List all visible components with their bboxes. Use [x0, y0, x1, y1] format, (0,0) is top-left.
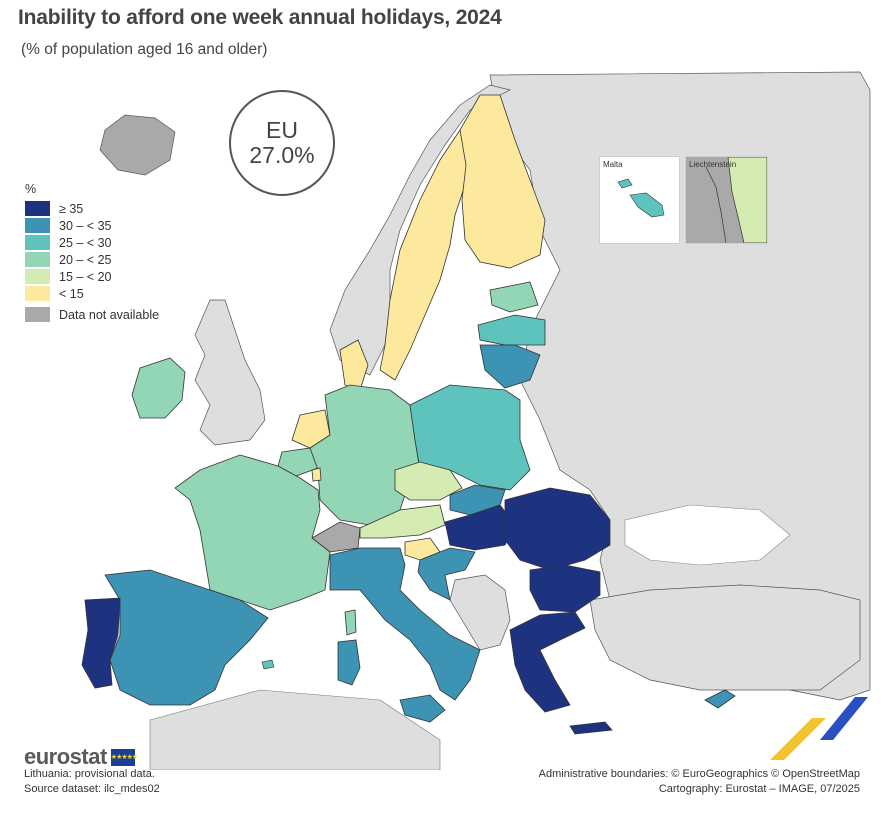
legend-label: 15 – < 20	[59, 269, 112, 284]
legend-swatch	[25, 235, 50, 250]
country-portugal	[81, 597, 121, 689]
credit-boundaries: Administrative boundaries: © EuroGeograp…	[538, 768, 860, 780]
eu-badge-label: EU	[266, 116, 298, 143]
country-france	[174, 454, 331, 611]
legend-swatch	[25, 307, 50, 322]
country-finland	[459, 94, 546, 269]
corner-graphic-yellow	[770, 718, 826, 760]
legend-item-no-data: Data not available	[25, 306, 159, 323]
eu-average-badge: EU 27.0%	[229, 90, 335, 196]
malta-island-main	[629, 192, 665, 218]
legend-swatch	[25, 269, 50, 284]
eurostat-wordmark: eurostat	[24, 744, 107, 769]
country-austria	[359, 504, 446, 539]
legend-swatch	[25, 252, 50, 267]
country-luxembourg	[311, 467, 322, 482]
legend-item: < 15	[25, 285, 159, 302]
country-germany	[309, 384, 421, 526]
liechtenstein-border	[705, 166, 727, 243]
country-malta-main	[261, 659, 275, 670]
country-sweden	[379, 129, 471, 381]
credits: Administrative boundaries: © EuroGeograp…	[539, 767, 860, 797]
footnotes: Lithuania: provisional data. Source data…	[24, 767, 160, 797]
legend-swatch	[25, 218, 50, 233]
north-africa-land	[149, 689, 441, 770]
malta-island-gozo	[617, 178, 633, 189]
country-france-corsica	[344, 609, 357, 636]
legend-swatch	[25, 201, 50, 216]
map-title: Inability to afford one week annual holi…	[18, 6, 502, 29]
map-subtitle: (% of population aged 16 and older)	[21, 41, 268, 58]
country-cyprus	[704, 689, 736, 709]
legend-item: 25 – < 30	[25, 234, 159, 251]
country-estonia	[489, 281, 539, 313]
legend-swatch	[25, 286, 50, 301]
country-lithuania	[479, 344, 541, 389]
country-romania	[504, 487, 611, 571]
country-belgium	[277, 447, 319, 477]
legend-label: 25 – < 30	[59, 235, 112, 250]
legend-item: 30 – < 35	[25, 217, 159, 234]
country-greece-crete	[569, 721, 613, 735]
country-ireland	[131, 357, 186, 419]
legend-label: Data not available	[59, 307, 160, 322]
map-canvas	[0, 70, 887, 770]
inset-malta-label: Malta	[603, 160, 623, 169]
liechtenstein-area	[727, 157, 767, 243]
map-legend: % ≥ 35 30 – < 35 25 – < 30 20 – < 25 15 …	[25, 182, 159, 323]
country-greece	[509, 611, 586, 713]
country-spain	[104, 569, 269, 706]
legend-label: ≥ 35	[59, 201, 84, 216]
country-italy-sicily	[399, 694, 446, 723]
balkans-non-eu	[449, 574, 511, 651]
inset-liechtenstein-label: Liechtenstein	[689, 160, 737, 169]
legend-label: 20 – < 25	[59, 252, 112, 267]
legend-label: < 15	[59, 286, 84, 301]
legend-item: ≥ 35	[25, 200, 159, 217]
country-italy-sardinia	[337, 639, 361, 686]
turkey-land	[589, 584, 861, 691]
black-sea	[624, 504, 791, 566]
footnote-lithuania: Lithuania: provisional data.	[24, 768, 155, 780]
country-croatia	[417, 547, 476, 601]
legend-label: 30 – < 35	[59, 218, 112, 233]
uk-land	[194, 299, 266, 446]
country-italy	[329, 547, 481, 701]
credit-cartography: Cartography: Eurostat – IMAGE, 07/2025	[658, 783, 860, 795]
eurostat-logo: eurostat ★★★★★	[24, 744, 138, 770]
legend-item: 15 – < 20	[25, 268, 159, 285]
legend-item: 20 – < 25	[25, 251, 159, 268]
country-bulgaria	[529, 564, 601, 613]
inset-liechtenstein: Liechtenstein	[685, 156, 768, 244]
footnote-source: Source dataset: ilc_mdes02	[24, 783, 160, 795]
legend-unit: %	[25, 182, 37, 196]
eu-flag-icon: ★★★★★	[110, 748, 138, 766]
eu-badge-value: 27.0%	[249, 142, 315, 168]
iceland-land	[99, 114, 176, 176]
corner-graphic-blue	[820, 697, 868, 740]
inset-malta: Malta	[599, 156, 680, 244]
country-denmark	[339, 339, 369, 391]
country-latvia	[477, 314, 546, 346]
country-czechia	[394, 461, 463, 501]
